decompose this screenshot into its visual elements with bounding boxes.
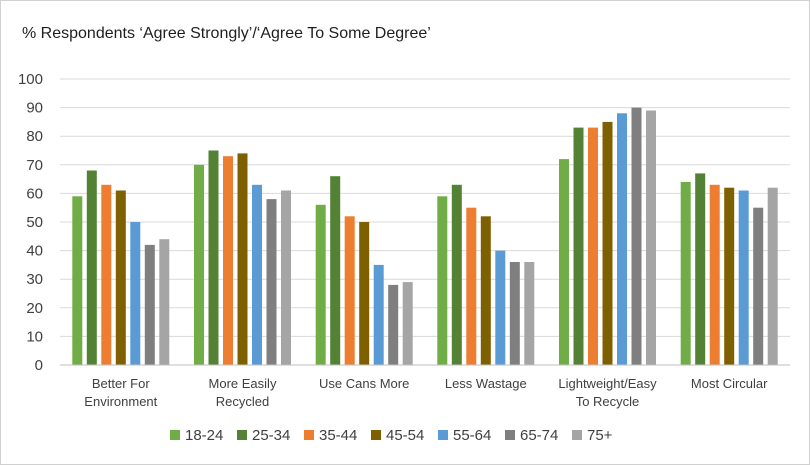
- bar-75plus-cat-0: [159, 239, 170, 365]
- x-category-label: Use Cans More: [319, 376, 409, 391]
- bar-65-74-cat-4: [631, 107, 642, 365]
- y-tick-label: 30: [26, 271, 43, 288]
- bar-55-64-cat-4: [617, 113, 627, 365]
- legend-swatch: [438, 430, 448, 440]
- legend-swatch: [237, 430, 247, 440]
- y-tick-label: 100: [18, 71, 43, 88]
- legend-label: 55-64: [453, 427, 491, 444]
- y-tick-label: 10: [26, 328, 43, 345]
- y-tick-label: 50: [26, 214, 43, 231]
- bar-45-54-cat-3: [480, 216, 491, 365]
- bar-65-74-cat-5: [753, 207, 764, 365]
- bar-55-64-cat-0: [130, 222, 141, 365]
- x-category-label: Better For: [92, 376, 150, 391]
- bar-45-54-cat-4: [602, 121, 613, 366]
- legend-swatch: [170, 430, 180, 440]
- bar-45-54-cat-0: [115, 190, 126, 365]
- bar-55-64-cat-1: [252, 184, 262, 365]
- bar-25-34-cat-5: [695, 173, 706, 365]
- legend-swatch: [572, 430, 582, 440]
- bar-35-44-cat-5: [709, 184, 720, 365]
- bar-75plus-cat-1: [281, 190, 291, 365]
- bar-25-34-cat-4: [573, 127, 584, 365]
- x-category-label: More Easily: [209, 376, 277, 391]
- bar-75plus-cat-5: [767, 187, 778, 365]
- legend-label: 75+: [587, 427, 613, 444]
- y-tick-label: 60: [26, 185, 43, 202]
- bar-18-24-cat-2: [315, 204, 326, 365]
- bar-75plus-cat-2: [402, 282, 413, 365]
- bar-18-24-cat-1: [194, 164, 204, 365]
- bar-65-74-cat-3: [509, 262, 520, 365]
- bar-65-74-cat-2: [388, 284, 399, 365]
- bar-25-34-cat-3: [451, 184, 462, 365]
- legend: 18-24 25-34 35-44 45-54 55-64 65-74 75+: [170, 427, 613, 444]
- legend-swatch: [371, 430, 381, 440]
- bar-18-24-cat-0: [72, 196, 83, 365]
- bar-65-74-cat-0: [144, 244, 155, 365]
- bars: [72, 107, 778, 366]
- bar-35-44-cat-0: [101, 184, 112, 365]
- bar-75plus-cat-4: [646, 110, 656, 365]
- legend-label: 18-24: [185, 427, 223, 444]
- bar-25-34-cat-1: [208, 150, 219, 365]
- bar-55-64-cat-2: [373, 264, 384, 365]
- bar-35-44-cat-4: [588, 127, 598, 365]
- y-axis: 0 10 20 30 40 50 60 70 80 90 100: [18, 71, 43, 374]
- bar-18-24-cat-4: [559, 159, 569, 365]
- bar-35-44-cat-1: [223, 156, 233, 365]
- bar-18-24-cat-3: [437, 196, 448, 365]
- y-tick-label: 40: [26, 243, 43, 260]
- bar-25-34-cat-0: [86, 170, 97, 365]
- y-tick-label: 0: [35, 357, 43, 374]
- x-category-label: Less Wastage: [445, 376, 527, 391]
- bar-55-64-cat-3: [495, 250, 506, 365]
- x-axis: Better For Environment More Easily Recycled…: [60, 364, 790, 409]
- legend-label: 35-44: [319, 427, 357, 444]
- bar-45-54-cat-1: [237, 153, 248, 365]
- legend-swatch: [304, 430, 314, 440]
- x-category-label: Most Circular: [691, 376, 768, 391]
- bar-35-44-cat-2: [344, 216, 355, 365]
- legend-label: 25-34: [252, 427, 290, 444]
- gridlines: [60, 78, 790, 337]
- bar-65-74-cat-1: [266, 199, 277, 365]
- x-category-label: To Recycle: [576, 394, 640, 409]
- bar-45-54-cat-2: [359, 222, 370, 365]
- legend-label: 45-54: [386, 427, 424, 444]
- y-tick-label: 20: [26, 300, 43, 317]
- x-category-label: Environment: [84, 394, 157, 409]
- y-tick-label: 70: [26, 157, 43, 174]
- bar-55-64-cat-5: [738, 190, 749, 365]
- x-category-label: Lightweight/Easy: [558, 376, 657, 391]
- legend-swatch: [505, 430, 515, 440]
- legend-label: 65-74: [520, 427, 558, 444]
- bar-75plus-cat-3: [524, 262, 535, 365]
- chart-title: % Respondents ‘Agree Strongly’/‘Agree To…: [22, 25, 431, 42]
- bar-45-54-cat-5: [724, 187, 735, 365]
- bar-25-34-cat-2: [330, 176, 341, 365]
- y-tick-label: 90: [26, 100, 43, 117]
- x-category-label: Recycled: [216, 394, 269, 409]
- bar-18-24-cat-5: [680, 182, 691, 365]
- y-tick-label: 80: [26, 128, 43, 145]
- bar-35-44-cat-3: [466, 207, 477, 365]
